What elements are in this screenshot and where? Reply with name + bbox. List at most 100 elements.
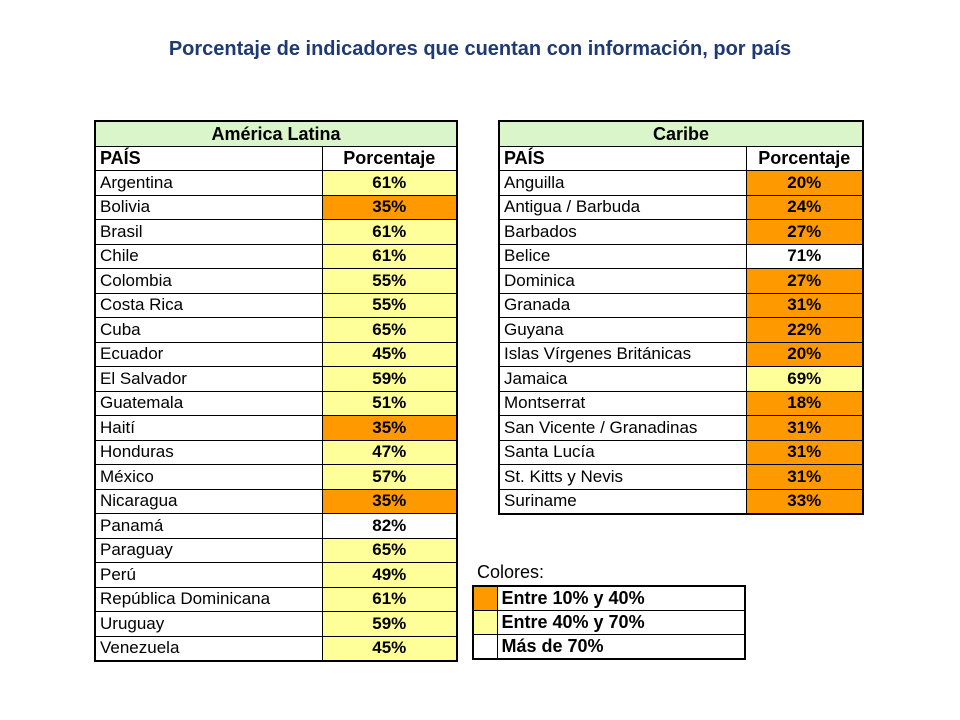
percent-value: 31% xyxy=(745,464,864,490)
percent-value: 22% xyxy=(745,317,864,343)
country-name: Nicaragua xyxy=(94,488,323,514)
percent-value: 59% xyxy=(321,366,458,392)
table-row: Nicaragua 35% xyxy=(94,488,458,514)
country-name: Jamaica xyxy=(498,366,747,392)
latin-america-heading: América Latina xyxy=(94,120,458,147)
country-name: Bolivia xyxy=(94,194,323,220)
percent-value: 27% xyxy=(745,219,864,245)
page-title: Porcentaje de indicadores que cuentan co… xyxy=(168,38,792,60)
legend-item: Entre 10% y 40% xyxy=(472,585,746,611)
country-name: Ecuador xyxy=(94,341,323,367)
percent-value: 20% xyxy=(745,170,864,196)
legend-item: Más de 70% xyxy=(472,634,746,660)
table-row: Anguilla 20% xyxy=(498,170,864,196)
country-name: Islas Vírgenes Británicas xyxy=(498,341,747,367)
country-name: Granada xyxy=(498,292,747,318)
column-header-percent: Porcentaje xyxy=(745,145,864,171)
country-name: Colombia xyxy=(94,268,323,294)
country-name: Venezuela xyxy=(94,635,323,662)
country-name: Panamá xyxy=(94,513,323,539)
legend-swatch xyxy=(472,585,498,611)
table-row: Brasil 61% xyxy=(94,219,458,245)
table-row: Suriname 33% xyxy=(498,488,864,515)
legend-label: Más de 70% xyxy=(496,634,746,660)
table-row: Bolivia 35% xyxy=(94,194,458,220)
legend-swatch xyxy=(472,610,498,635)
percent-value: 45% xyxy=(321,341,458,367)
table-row: Venezuela 45% xyxy=(94,635,458,662)
percent-value: 49% xyxy=(321,562,458,588)
table-row: Perú 49% xyxy=(94,562,458,588)
country-name: Costa Rica xyxy=(94,292,323,318)
country-name: Cuba xyxy=(94,317,323,343)
legend-label: Entre 40% y 70% xyxy=(496,610,746,635)
country-name: San Vicente / Granadinas xyxy=(498,415,747,441)
country-name: Brasil xyxy=(94,219,323,245)
percent-value: 55% xyxy=(321,292,458,318)
percent-value: 61% xyxy=(321,586,458,612)
percent-value: 27% xyxy=(745,268,864,294)
table-row: Chile 61% xyxy=(94,243,458,269)
country-name: El Salvador xyxy=(94,366,323,392)
percent-value: 31% xyxy=(745,292,864,318)
table-row: Panamá 82% xyxy=(94,513,458,539)
percent-value: 61% xyxy=(321,243,458,269)
country-name: Santa Lucía xyxy=(498,439,747,465)
percent-value: 61% xyxy=(321,219,458,245)
percent-value: 35% xyxy=(321,415,458,441)
percent-value: 51% xyxy=(321,390,458,416)
caribbean-table: Caribe PAÍS Porcentaje Anguilla 20% Antigu… xyxy=(498,120,864,515)
percent-value: 24% xyxy=(745,194,864,220)
table-row: Argentina 61% xyxy=(94,170,458,196)
country-name: República Dominicana xyxy=(94,586,323,612)
percent-value: 61% xyxy=(321,170,458,196)
table-row: México 57% xyxy=(94,464,458,490)
legend-label: Entre 10% y 40% xyxy=(496,585,746,611)
country-name: México xyxy=(94,464,323,490)
country-name: Guatemala xyxy=(94,390,323,416)
table-row: Cuba 65% xyxy=(94,317,458,343)
table-row: Ecuador 45% xyxy=(94,341,458,367)
percent-value: 55% xyxy=(321,268,458,294)
percent-value: 65% xyxy=(321,317,458,343)
percent-value: 35% xyxy=(321,194,458,220)
country-name: Haití xyxy=(94,415,323,441)
table-row: Guatemala 51% xyxy=(94,390,458,416)
table-row: Costa Rica 55% xyxy=(94,292,458,318)
table-row: Guyana 22% xyxy=(498,317,864,343)
table-row: San Vicente / Granadinas 31% xyxy=(498,415,864,441)
table-row: Islas Vírgenes Británicas 20% xyxy=(498,341,864,367)
country-name: Montserrat xyxy=(498,390,747,416)
table-row: Montserrat 18% xyxy=(498,390,864,416)
legend-title: Colores: xyxy=(477,562,545,582)
percent-value: 71% xyxy=(745,243,864,269)
percent-value: 33% xyxy=(745,488,864,515)
caribbean-heading: Caribe xyxy=(498,120,864,147)
table-row: Belice 71% xyxy=(498,243,864,269)
table-row: Granada 31% xyxy=(498,292,864,318)
table-row: Haití 35% xyxy=(94,415,458,441)
table-row: Santa Lucía 31% xyxy=(498,439,864,465)
percent-value: 69% xyxy=(745,366,864,392)
color-legend: Entre 10% y 40% Entre 40% y 70% Más de 70% xyxy=(472,585,746,660)
percent-value: 31% xyxy=(745,439,864,465)
table-row: República Dominicana 61% xyxy=(94,586,458,612)
column-header-country: PAÍS xyxy=(94,145,323,171)
country-name: Perú xyxy=(94,562,323,588)
latin-america-table: América Latina PAÍS Porcentaje Argentina… xyxy=(94,120,458,662)
country-name: Anguilla xyxy=(498,170,747,196)
percent-value: 20% xyxy=(745,341,864,367)
country-name: Paraguay xyxy=(94,537,323,563)
percent-value: 65% xyxy=(321,537,458,563)
table-row: Colombia 55% xyxy=(94,268,458,294)
column-header-country: PAÍS xyxy=(498,145,747,171)
table-row: Paraguay 65% xyxy=(94,537,458,563)
country-name: Guyana xyxy=(498,317,747,343)
country-name: Chile xyxy=(94,243,323,269)
table-row: Uruguay 59% xyxy=(94,611,458,637)
column-header-percent: Porcentaje xyxy=(321,145,458,171)
table-row: El Salvador 59% xyxy=(94,366,458,392)
table-row: St. Kitts y Nevis 31% xyxy=(498,464,864,490)
table-row: Jamaica 69% xyxy=(498,366,864,392)
legend-item: Entre 40% y 70% xyxy=(472,610,746,635)
